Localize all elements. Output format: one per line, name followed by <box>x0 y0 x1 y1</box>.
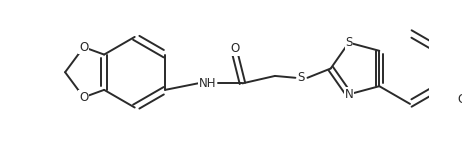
Text: NH: NH <box>198 77 216 90</box>
Text: O: O <box>79 91 88 104</box>
Text: O: O <box>79 41 88 54</box>
Text: S: S <box>345 36 353 49</box>
Text: N: N <box>345 88 353 101</box>
Text: Cl: Cl <box>457 93 462 106</box>
Text: S: S <box>297 71 304 84</box>
Text: O: O <box>231 42 240 56</box>
